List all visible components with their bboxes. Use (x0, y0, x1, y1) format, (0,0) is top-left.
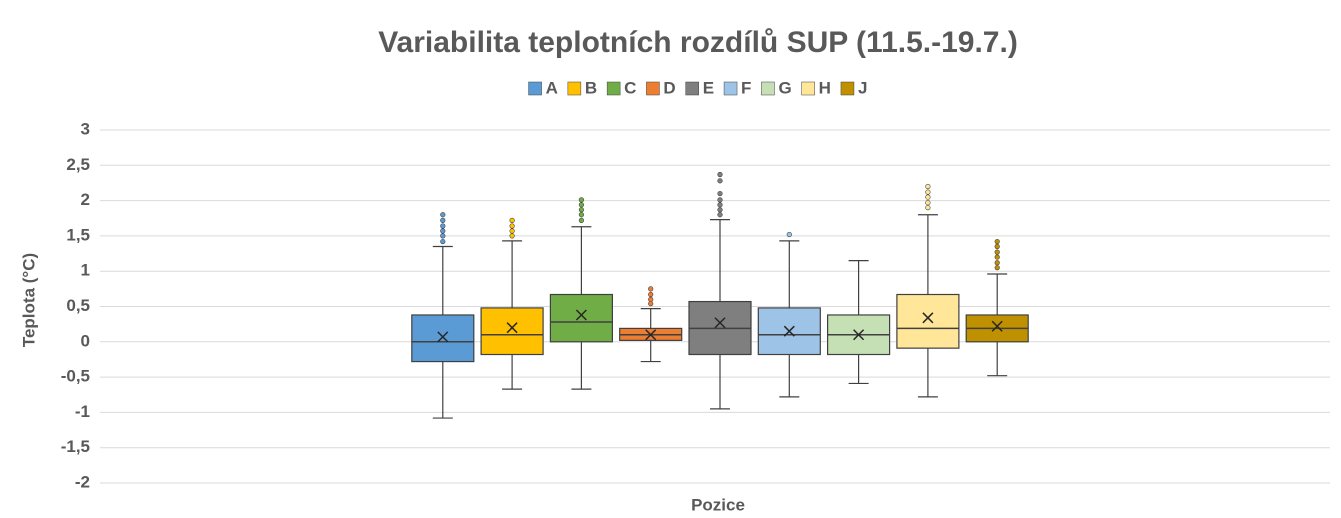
y-tick-label: -2 (75, 472, 90, 491)
outlier (440, 228, 446, 234)
outlier (994, 243, 1000, 250)
outlier (509, 223, 515, 229)
outlier (578, 197, 585, 203)
box (896, 293, 960, 349)
mean-marker (714, 317, 726, 329)
legend-swatch (528, 81, 542, 96)
y-tick-label: -1,5 (61, 437, 90, 456)
mean-marker (506, 322, 518, 334)
outlier (509, 217, 515, 223)
outlier (717, 212, 723, 218)
outlier (440, 238, 446, 245)
outlier (578, 217, 585, 223)
legend-swatch (567, 81, 582, 96)
legend-label: A (546, 78, 558, 97)
legend-swatch (801, 81, 815, 96)
outlier (925, 183, 931, 190)
outlier (717, 197, 723, 203)
outlier (648, 296, 654, 303)
outlier (578, 212, 585, 218)
legend-label: C (624, 78, 636, 97)
box (411, 314, 475, 363)
chart-title: Variabilita teplotních rozdílů SUP (11.5… (378, 26, 1018, 59)
outlier (648, 291, 654, 298)
outlier (925, 189, 931, 195)
legend-swatch (761, 81, 775, 96)
y-axis-title: Teplota (°C) (19, 253, 38, 347)
y-tick-label: 1 (81, 261, 90, 280)
legend-label: D (663, 78, 675, 97)
outlier (440, 217, 446, 223)
outlier (994, 249, 1000, 255)
outlier (717, 171, 723, 178)
legend-swatch (646, 81, 660, 96)
legend-label: G (778, 78, 791, 97)
mean-marker (783, 325, 795, 337)
outlier (994, 260, 1000, 266)
mean-marker (991, 320, 1003, 332)
legend-swatch (606, 81, 621, 96)
outlier (509, 228, 515, 234)
outlier (994, 265, 1000, 271)
mean-marker (922, 312, 934, 324)
legend-label: F (741, 78, 751, 97)
legend-swatch (685, 81, 699, 96)
outlier (717, 202, 723, 208)
box (480, 307, 544, 356)
box (549, 293, 614, 343)
outlier (440, 212, 446, 218)
outlier (786, 231, 792, 238)
mean-marker (575, 309, 587, 321)
y-tick-label: 2,5 (66, 155, 90, 174)
outlier (717, 207, 723, 213)
legend-label: E (703, 78, 714, 97)
outlier (925, 194, 931, 200)
legend-label: J (858, 78, 867, 97)
legend-swatch (840, 81, 855, 96)
legend-swatch (723, 81, 738, 96)
outlier (717, 178, 723, 184)
outlier (578, 207, 585, 213)
y-tick-label: 0,5 (66, 296, 90, 315)
outlier (509, 233, 515, 239)
outlier (994, 254, 1000, 260)
outlier (925, 200, 931, 206)
outlier (717, 190, 723, 197)
y-tick-label: -1 (75, 402, 90, 421)
outlier (440, 233, 446, 239)
legend-label: B (585, 78, 597, 97)
box (757, 307, 821, 356)
mean-marker (853, 329, 865, 341)
mean-marker (645, 329, 657, 341)
x-axis-title: Pozice (691, 495, 745, 514)
outlier (648, 286, 654, 292)
outlier (648, 301, 654, 307)
outlier (578, 202, 585, 208)
y-tick-label: 3 (81, 119, 90, 138)
mean-marker (437, 331, 449, 343)
y-tick-label: 2 (81, 190, 90, 209)
y-tick-label: -0,5 (61, 367, 90, 386)
y-tick-label: 1,5 (66, 225, 90, 244)
legend-label: H (819, 78, 831, 97)
outlier (925, 205, 931, 211)
outlier (440, 223, 446, 229)
y-tick-label: 0 (81, 331, 90, 350)
outlier (994, 238, 1000, 245)
